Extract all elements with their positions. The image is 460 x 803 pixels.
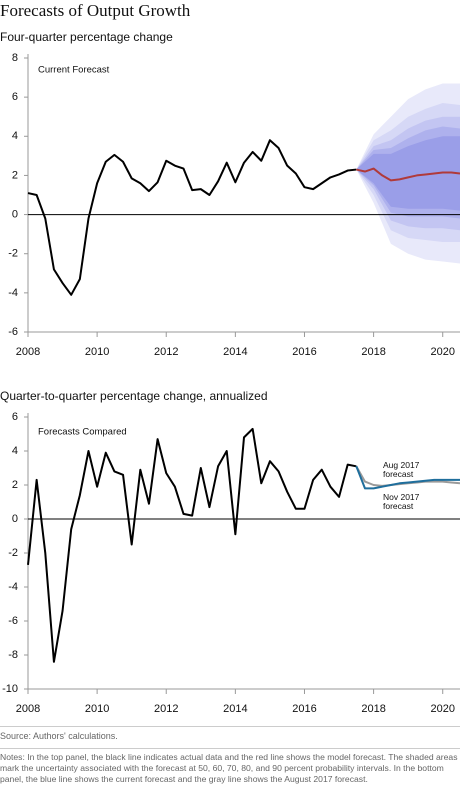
series-line <box>356 167 460 182</box>
x-tick-label: 2012 <box>154 346 178 358</box>
x-tick-label: 2016 <box>292 703 316 715</box>
y-tick-label: -6 <box>8 326 18 338</box>
y-tick-label: 0 <box>12 208 18 220</box>
x-tick-label: 2020 <box>430 346 454 358</box>
fan-band <box>356 136 460 211</box>
panel-subtitle: Quarter-to-quarter percentage change, an… <box>0 389 268 403</box>
y-tick-label: 6 <box>12 91 18 103</box>
x-tick-label: 2008 <box>16 703 40 715</box>
chart: Forecasts of Output Growth Four-quarter … <box>0 1 460 715</box>
panel-label: Current Forecast <box>38 65 110 76</box>
y-tick-label: -8 <box>8 649 18 661</box>
y-tick-label: 6 <box>12 411 18 423</box>
x-tick-label: 2020 <box>430 703 454 715</box>
panel-label: Forecasts Compared <box>38 427 127 438</box>
y-tick-label: -4 <box>8 287 18 299</box>
y-tick-label: -4 <box>8 581 18 593</box>
x-tick-label: 2008 <box>16 346 40 358</box>
y-tick-label: -6 <box>8 615 18 627</box>
panel-subtitle: Four-quarter percentage change <box>0 30 173 44</box>
y-tick-label: -2 <box>8 248 18 260</box>
notes: Notes: In the top panel, the black line … <box>0 752 458 784</box>
y-tick-label: 0 <box>12 513 18 525</box>
series-label: Aug 2017 forecast <box>383 460 420 479</box>
y-tick-label: -2 <box>8 547 18 559</box>
y-tick-label: 4 <box>12 445 18 457</box>
x-tick-label: 2010 <box>85 346 109 358</box>
series-line <box>355 465 460 490</box>
divider <box>0 726 460 727</box>
y-tick-label: 2 <box>12 169 18 181</box>
series-line <box>27 427 357 663</box>
y-tick-label: -10 <box>2 683 18 695</box>
x-tick-label: 2010 <box>85 703 109 715</box>
x-tick-label: 2012 <box>154 703 178 715</box>
x-tick-label: 2014 <box>223 346 247 358</box>
x-tick-label: 2018 <box>361 703 385 715</box>
x-tick-label: 2018 <box>361 346 385 358</box>
y-tick-label: 8 <box>12 52 18 64</box>
y-tick-label: 4 <box>12 130 18 142</box>
x-tick-label: 2014 <box>223 703 247 715</box>
page-title: Forecasts of Output Growth <box>0 1 191 20</box>
divider <box>0 748 460 749</box>
series-label: Nov 2017 forecast <box>383 492 420 511</box>
x-tick-label: 2016 <box>292 346 316 358</box>
series-line <box>27 139 357 296</box>
source: Source: Authors' calculations. <box>0 731 118 741</box>
y-tick-label: 2 <box>12 479 18 491</box>
